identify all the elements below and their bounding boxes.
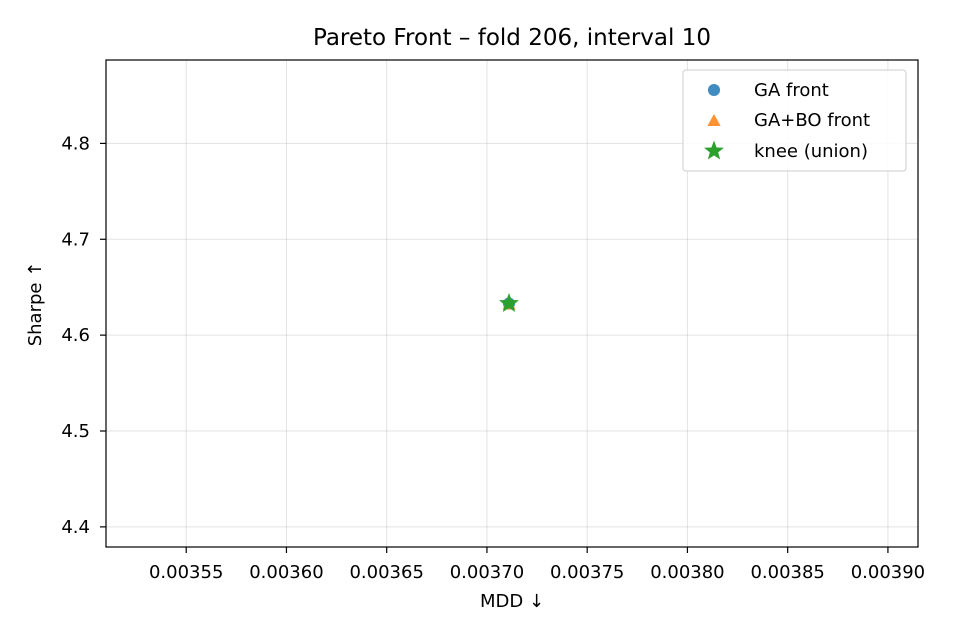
x-tick-label: 0.00355: [149, 562, 223, 583]
x-axis-label: MDD ↓: [480, 591, 544, 612]
x-tick-label: 0.00365: [349, 562, 423, 583]
legend-entry-label: GA+BO front: [754, 110, 870, 131]
y-tick-label: 4.6: [61, 325, 90, 346]
legend: GA front GA+BO front knee (union): [682, 69, 907, 172]
knee-star-point: [499, 293, 519, 312]
y-tick-label: 4.5: [61, 421, 90, 442]
plot-frame: [105, 59, 919, 548]
y-tick-label: 4.8: [61, 133, 90, 154]
legend-entry-label: GA front: [754, 80, 829, 101]
legend-box: [682, 69, 907, 172]
legend-triangle-icon: [707, 113, 721, 127]
y-tick-label: 4.4: [61, 517, 90, 538]
plot-marks: [499, 293, 519, 312]
legend-circle-icon: [707, 83, 721, 97]
x-tick-label: 0.00375: [550, 562, 624, 583]
x-tick-label: 0.00370: [450, 562, 524, 583]
x-tick-label: 0.00390: [851, 562, 925, 583]
legend-star-icon: [704, 140, 724, 160]
chart-title: Pareto Front – fold 206, interval 10: [313, 25, 711, 51]
legend-entry-label: knee (union): [754, 141, 868, 162]
y-axis-label: Sharpe ↑: [25, 262, 46, 347]
axis-ticks: 0.00355 0.00360 0.00365 0.00370 0.00375 0.003…: [61, 133, 925, 583]
x-tick-label: 0.00380: [650, 562, 724, 583]
x-tick-label: 0.00360: [249, 562, 323, 583]
x-tick-label: 0.00385: [750, 562, 824, 583]
y-tick-label: 4.7: [61, 229, 90, 250]
